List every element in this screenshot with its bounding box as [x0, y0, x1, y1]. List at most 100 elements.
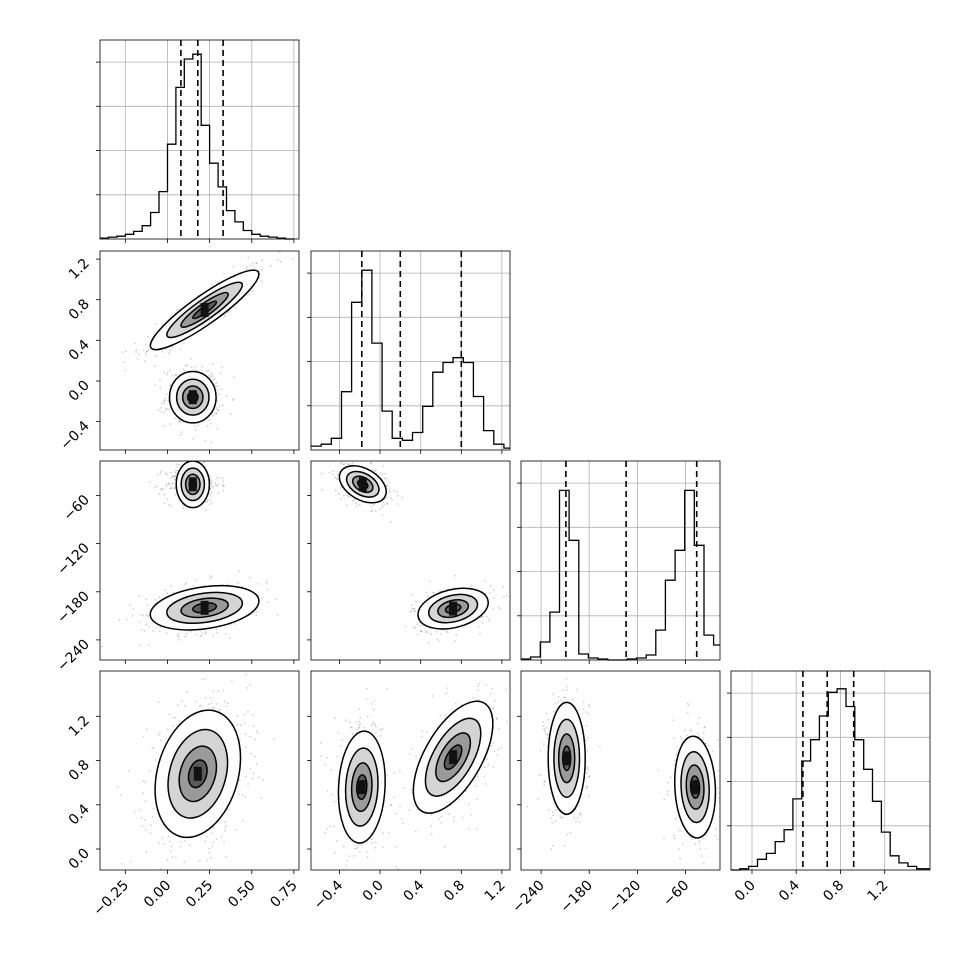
scatter-point [204, 632, 207, 635]
scatter-point [154, 486, 156, 488]
scatter-point [356, 721, 358, 724]
scatter-point [348, 463, 351, 465]
scatter-point [345, 864, 348, 867]
scatter-point [211, 706, 214, 709]
scatter-point [228, 310, 231, 313]
scatter-point [135, 351, 137, 353]
scatter-point [248, 293, 251, 296]
scatter-point [139, 614, 142, 617]
scatter-point [157, 701, 160, 703]
density-peak [188, 477, 197, 492]
scatter-point [401, 496, 404, 499]
x-tick-label: 0.8 [820, 878, 847, 905]
scatter-point [349, 721, 351, 723]
scatter-point [155, 485, 158, 488]
scatter-point [384, 893, 386, 895]
scatter-point [513, 760, 515, 762]
scatter-point [539, 749, 542, 752]
scatter-point [170, 504, 173, 507]
scatter-point [172, 475, 174, 478]
scatter-point [198, 705, 201, 708]
scatter-point [337, 492, 340, 495]
scatter-point [145, 623, 148, 626]
scatter-point [165, 485, 168, 487]
y-tick-label: 0.8 [66, 757, 93, 784]
scatter-point [586, 772, 588, 775]
scatter-point [438, 818, 441, 820]
scatter-point [199, 635, 202, 638]
scatter-point [149, 481, 151, 483]
scatter-point [160, 488, 163, 491]
scatter-point [497, 728, 500, 730]
scatter-point [575, 820, 577, 822]
scatter-point [171, 716, 174, 719]
scatter-point [359, 843, 361, 846]
scatter-point [343, 494, 345, 497]
scatter-point [428, 580, 431, 583]
scatter-point [215, 703, 218, 705]
scatter-point [246, 687, 249, 689]
scatter-point [414, 830, 417, 833]
scatter-point [546, 737, 549, 740]
scatter-point [394, 813, 397, 815]
scatter-point [176, 704, 179, 707]
scatter-point [210, 372, 213, 375]
scatter-point [585, 711, 588, 714]
scatter-point [326, 756, 329, 759]
scatter-point [209, 575, 212, 577]
scatter-point [397, 494, 399, 497]
scatter-point [542, 721, 544, 723]
scatter-point [222, 485, 224, 488]
scatter-point [224, 829, 227, 832]
scatter-point [488, 592, 491, 595]
scatter-point [194, 425, 196, 428]
scatter-point [247, 256, 250, 259]
scatter-point [238, 779, 241, 782]
scatter-point [673, 837, 676, 840]
scatter-point [388, 482, 390, 484]
scatter-point [348, 496, 350, 498]
scatter-point [698, 716, 700, 719]
scatter-point [393, 772, 396, 775]
panel-frame [99, 250, 300, 451]
scatter-point [336, 756, 339, 758]
scatter-point [375, 726, 377, 729]
scatter-point [702, 837, 705, 840]
y-tick-label: 1.2 [66, 713, 93, 740]
scatter-point [382, 832, 385, 834]
scatter-point [175, 856, 177, 859]
scatter-point [248, 684, 251, 686]
panel-background [311, 251, 510, 450]
scatter-point [685, 734, 688, 736]
scatter-point [212, 486, 215, 488]
scatter-point [427, 641, 430, 644]
scatter-point [697, 732, 699, 735]
scatter-point [159, 626, 162, 629]
scatter-point [171, 475, 174, 478]
scatter-point [177, 463, 180, 466]
scatter-point [211, 832, 214, 834]
scatter-point [679, 735, 682, 738]
scatter-point [194, 429, 197, 432]
scatter-point [425, 730, 428, 733]
scatter-point [393, 489, 396, 492]
scatter-point [582, 701, 585, 703]
scatter-point [447, 813, 450, 815]
scatter-point [342, 845, 345, 848]
scatter-point [184, 583, 187, 586]
scatter-point [425, 591, 428, 594]
scatter-point [166, 728, 169, 731]
scatter-point [686, 712, 689, 714]
scatter-point [201, 632, 204, 635]
scatter-point [216, 428, 219, 430]
scatter-point [203, 461, 206, 463]
scatter-point [711, 750, 714, 752]
scatter-point [174, 478, 176, 481]
scatter-point [204, 697, 207, 699]
scatter-point [404, 625, 407, 628]
scatter-point [403, 787, 406, 789]
scatter-point [157, 734, 160, 736]
scatter-point [357, 845, 359, 848]
scatter-point [166, 393, 168, 396]
scatter-point [278, 251, 281, 254]
